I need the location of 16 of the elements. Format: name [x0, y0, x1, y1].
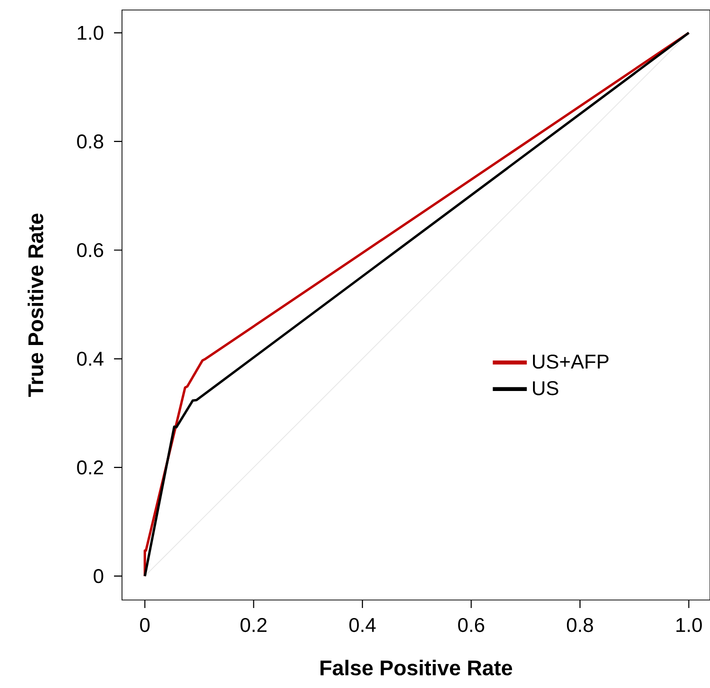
- y-tick-label: 0.2: [77, 460, 104, 474]
- x-axis-title: False Positive Rate: [320, 660, 512, 676]
- x-tick-label: 0.6: [458, 618, 484, 632]
- legend-label: US+AFP: [533, 354, 608, 369]
- x-tick-label: 0.4: [349, 618, 376, 632]
- y-tick-label: 0: [94, 569, 104, 584]
- legend-label: US: [533, 381, 558, 396]
- y-tick-label: 0.6: [77, 243, 104, 258]
- x-tick-label: 0.2: [240, 618, 266, 632]
- y-tick-label: 1.0: [78, 26, 104, 40]
- y-tick-label: 0.8: [77, 134, 104, 149]
- x-tick-label: 0: [140, 618, 150, 632]
- x-tick-label: 1.0: [676, 618, 702, 632]
- y-tick-label: 0.4: [77, 352, 104, 366]
- x-tick-label: 0.8: [566, 618, 593, 632]
- y-axis-title: True Positive Rate: [28, 214, 44, 397]
